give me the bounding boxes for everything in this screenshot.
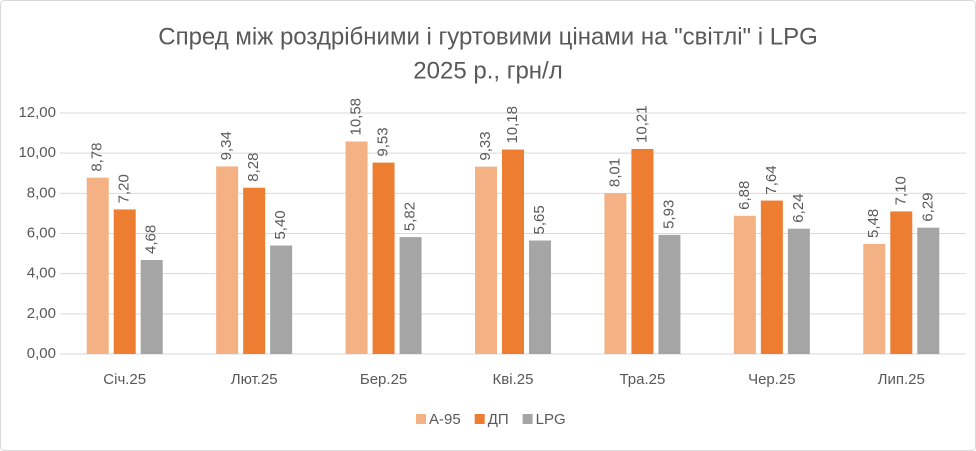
bar <box>863 243 886 354</box>
value-label: 5,48 <box>865 209 882 238</box>
chart-title: Спред між роздрібними і гуртовими цінами… <box>158 23 818 50</box>
legend-label: LPG <box>536 411 566 428</box>
value-label: 10,18 <box>504 106 521 144</box>
value-label: 7,64 <box>763 165 780 194</box>
bar <box>345 141 368 354</box>
value-label: 10,58 <box>348 98 365 136</box>
bar <box>86 177 109 354</box>
value-label: 10,21 <box>633 105 650 143</box>
value-label: 9,53 <box>375 127 392 156</box>
value-label: 4,68 <box>143 225 160 254</box>
x-tick-label: Кві.25 <box>493 371 534 388</box>
chart-title: 2025 р., грн/л <box>413 57 562 84</box>
bar <box>475 166 497 354</box>
x-tick-label: Лип.25 <box>878 371 925 388</box>
bar <box>216 166 239 354</box>
value-label: 7,10 <box>892 176 909 205</box>
x-tick-label: Лют.25 <box>231 371 278 388</box>
bar <box>760 200 783 354</box>
y-tick-label: 4,00 <box>27 265 56 282</box>
bar <box>890 211 913 354</box>
bar <box>372 162 395 354</box>
x-tick-label: Чер.25 <box>748 371 796 388</box>
value-label: 9,34 <box>218 131 235 160</box>
legend-swatch <box>474 414 485 424</box>
bar <box>787 228 810 354</box>
x-tick-label: Січ.25 <box>103 371 146 388</box>
bar <box>529 240 551 354</box>
bar <box>399 237 422 354</box>
x-tick-label: Бер.25 <box>360 371 407 388</box>
value-label: 8,28 <box>245 153 262 182</box>
bar <box>658 234 681 354</box>
value-label: 5,40 <box>272 210 289 239</box>
value-label: 9,33 <box>477 131 494 160</box>
bar <box>604 193 627 354</box>
legend-swatch <box>416 414 426 424</box>
legend-label: А-95 <box>429 411 461 428</box>
bar <box>631 148 654 354</box>
y-tick-label: 2,00 <box>27 305 56 322</box>
bar <box>733 215 756 354</box>
value-label: 6,29 <box>919 192 936 221</box>
y-tick-label: 10,00 <box>18 144 56 161</box>
bar <box>243 187 266 354</box>
value-label: 6,24 <box>790 193 807 222</box>
value-label: 8,01 <box>606 158 623 187</box>
x-tick-label: Тра.25 <box>619 371 665 388</box>
y-tick-label: 6,00 <box>27 224 56 241</box>
bar <box>917 227 940 354</box>
value-label: 8,78 <box>89 142 106 171</box>
y-tick-label: 12,00 <box>18 104 56 121</box>
y-tick-label: 0,00 <box>27 345 56 362</box>
y-tick-label: 8,00 <box>27 184 56 201</box>
value-label: 7,20 <box>116 174 133 203</box>
value-label: 6,88 <box>736 181 753 210</box>
legend-label: ДП <box>488 411 509 428</box>
value-label: 5,65 <box>531 205 548 234</box>
value-label: 5,82 <box>402 202 419 231</box>
legend-swatch <box>522 414 533 424</box>
bar <box>502 149 524 354</box>
bar <box>140 260 163 354</box>
value-label: 5,93 <box>660 200 677 229</box>
bar <box>113 209 136 354</box>
bar <box>270 245 293 354</box>
